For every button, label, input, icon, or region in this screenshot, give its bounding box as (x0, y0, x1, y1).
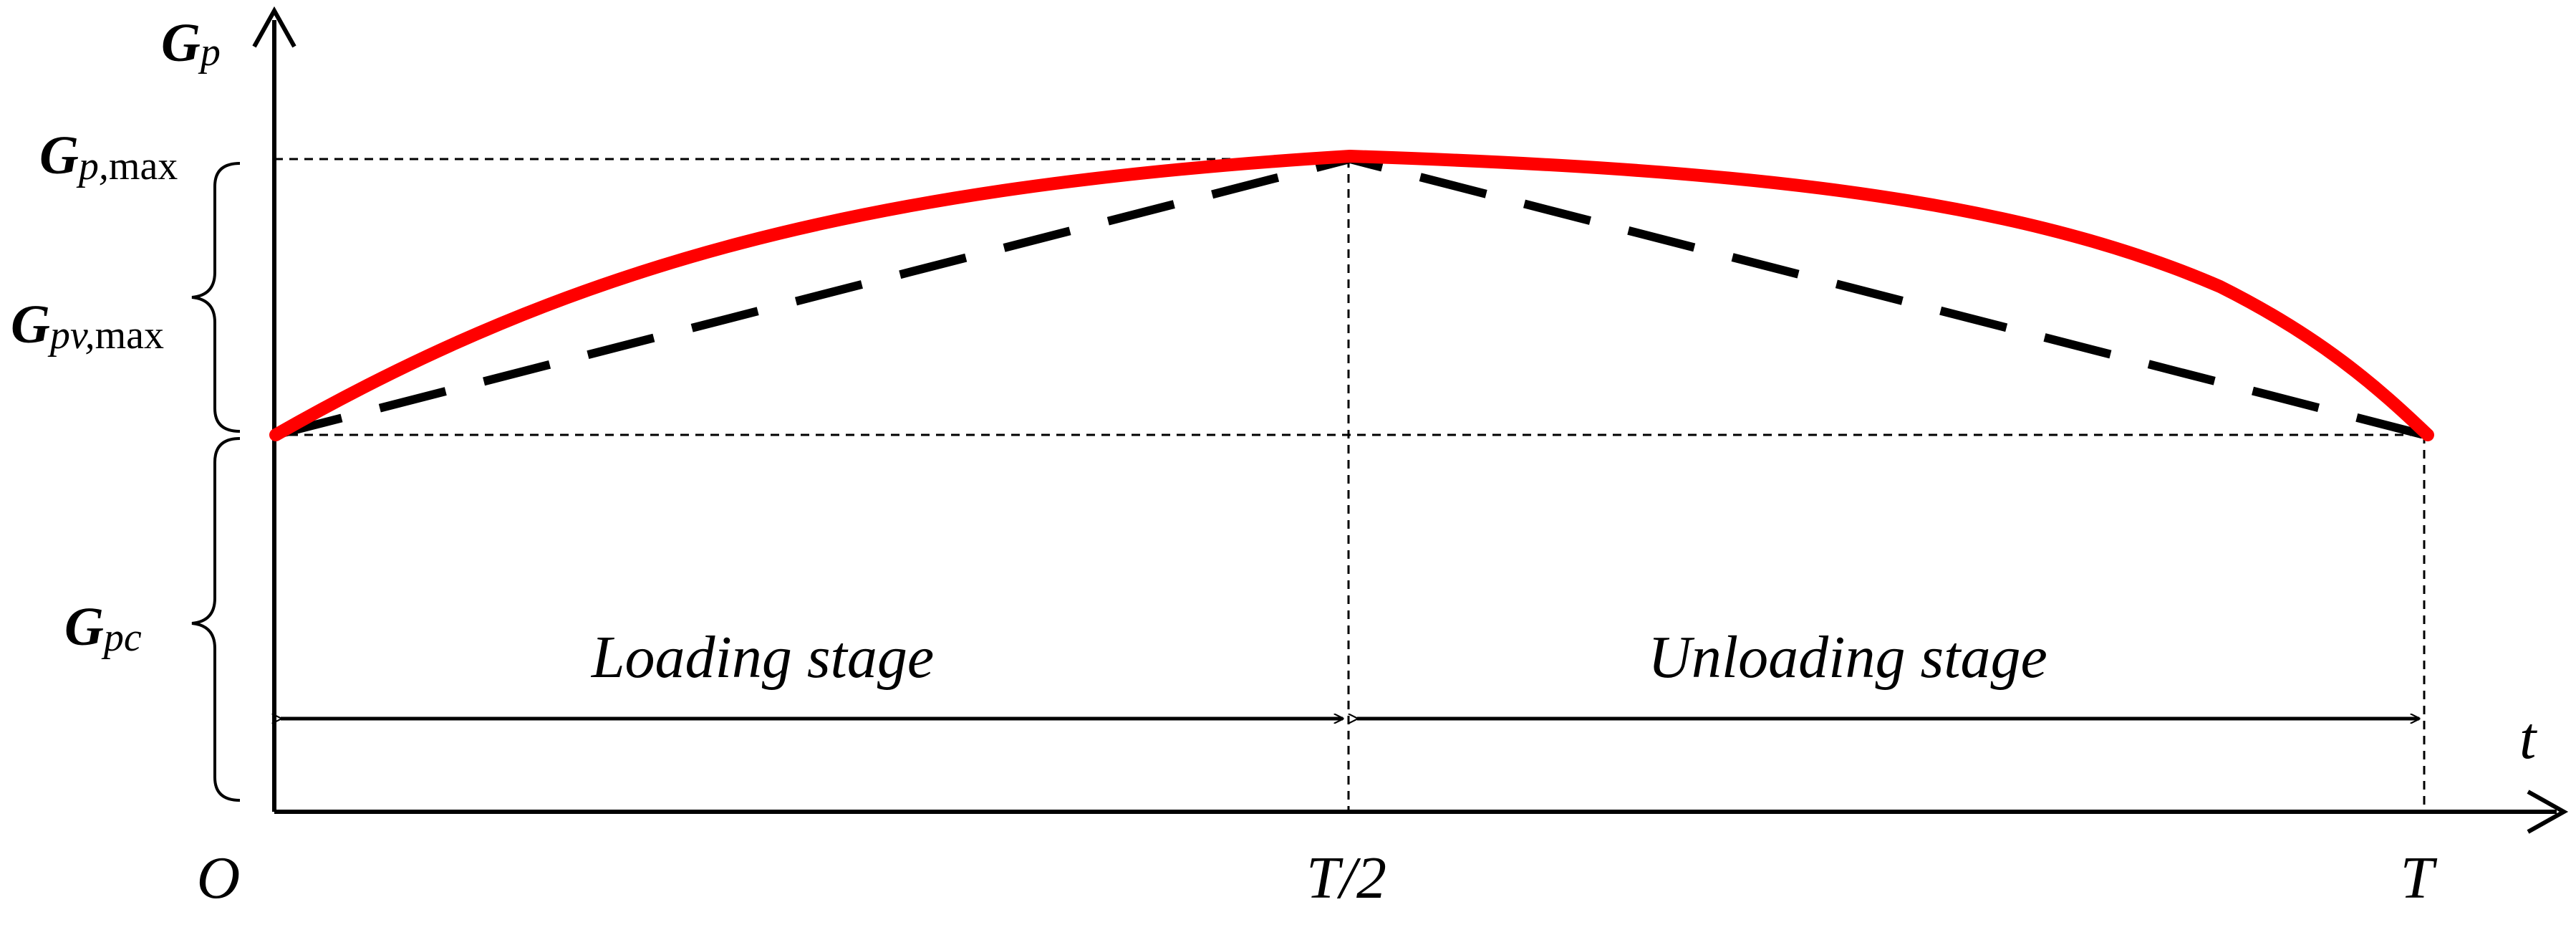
amp-label-main: G (11, 294, 50, 355)
max-label-sub: p, (76, 144, 109, 188)
svg-text:Gpv,max: Gpv,max (11, 294, 164, 358)
end-time-label: T (2401, 845, 2438, 911)
x-axis-label: t (2519, 705, 2538, 772)
brace-max-amplitude (191, 162, 241, 433)
y-axis-arrowhead (252, 6, 296, 48)
y-axis-label-sub: p (198, 30, 221, 75)
svg-text:Gp: Gp (161, 13, 221, 75)
amp-label-sub: pv, (47, 313, 95, 358)
linear-profile-dashed (274, 154, 2426, 439)
base-label-sub: pc (101, 615, 142, 660)
x-axis-arrowhead (2527, 790, 2569, 834)
loading-stage-label: Loading stage (591, 624, 934, 691)
curved-profile (269, 150, 2434, 441)
unloading-stage-label: Unloading stage (1648, 624, 2047, 691)
svg-text:Gpc: Gpc (64, 597, 142, 660)
max-label-main: G (39, 125, 79, 186)
origin-label: O (197, 845, 241, 911)
y-axis-label-main: G (161, 13, 201, 73)
svg-text:Gp,max: Gp,max (39, 125, 178, 188)
max-label-suffix: max (109, 144, 178, 188)
base-label-main: G (64, 597, 104, 657)
amp-label-suffix: max (95, 313, 164, 358)
brace-base (191, 437, 241, 802)
mid-time-label: T/2 (1306, 845, 1386, 911)
